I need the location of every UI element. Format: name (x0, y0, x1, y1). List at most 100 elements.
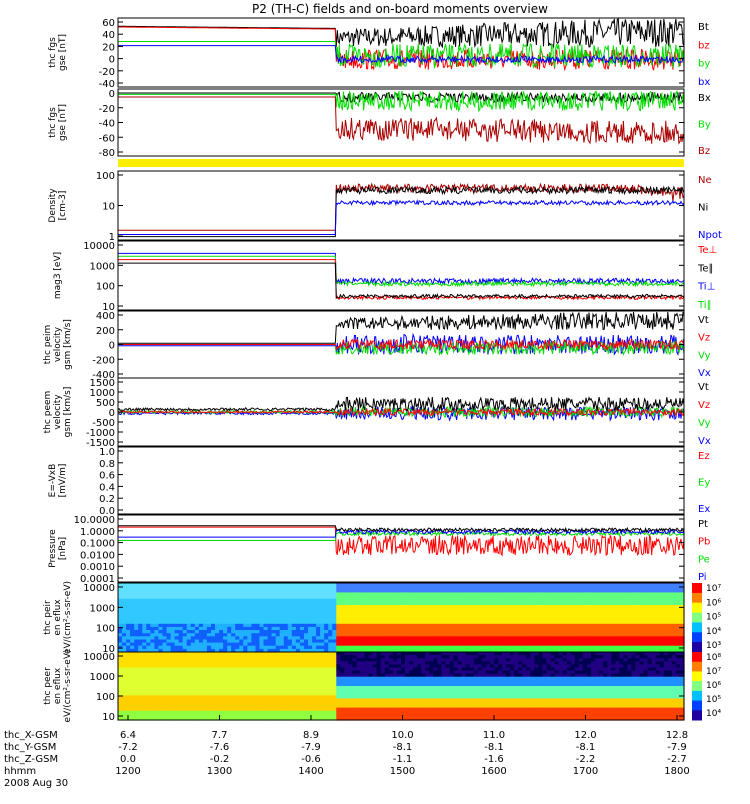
spectrogram-cell (219, 646, 224, 650)
spectrogram-cell (409, 602, 414, 606)
spectrogram-cell (555, 636, 560, 640)
spectrogram-cell (251, 611, 256, 615)
spectrogram-cell (409, 586, 414, 590)
spectrogram-cell (272, 621, 277, 625)
spectrogram-cell (603, 636, 608, 640)
spectrogram-cell (425, 596, 430, 600)
y-tick-label: 1.0 (99, 447, 115, 458)
spectrogram-cell (506, 646, 511, 650)
spectrogram-cell (353, 586, 358, 590)
spectrogram-cell (405, 646, 410, 650)
spectrogram-cell (130, 602, 135, 606)
spectrogram-cell (146, 596, 151, 600)
spectrogram-cell (365, 636, 370, 640)
spectrogram-cell (433, 621, 438, 625)
spectrogram-cell (559, 611, 564, 615)
spectrogram-cell (437, 630, 442, 634)
spectrogram-cell (142, 586, 147, 590)
spectrogram-cell (547, 646, 552, 650)
spectrogram-cell (122, 611, 127, 615)
spectrogram-cell (567, 586, 572, 590)
y-tick-label: 400 (96, 311, 115, 322)
spectrogram-cell (377, 621, 382, 625)
spectrogram-cell (672, 611, 677, 615)
spectrogram-cell (462, 596, 467, 600)
spectrogram-cell (607, 602, 612, 606)
spectrogram-cell (615, 646, 620, 650)
spectrogram-cell (348, 611, 353, 615)
spectrogram-cell (264, 596, 269, 600)
spectrogram-cell (247, 646, 252, 650)
spectrogram-cell (336, 611, 341, 615)
spectrogram-cell (502, 586, 507, 590)
spectrogram-cell (284, 611, 289, 615)
spectrogram-cell (243, 586, 248, 590)
spectrogram-cell (247, 611, 252, 615)
spectrogram-cell (179, 586, 184, 590)
spectrogram-cell (389, 596, 394, 600)
spectrogram-cell (243, 596, 248, 600)
spectrogram-cell (296, 611, 301, 615)
spectrogram-cell (300, 586, 305, 590)
spectrogram-cell (486, 586, 491, 590)
spectrogram-cell (361, 586, 366, 590)
spectrogram-cell (344, 646, 349, 650)
spectrogram-cell (571, 621, 576, 625)
trace-Ni (118, 187, 684, 237)
spectrogram-cell (316, 636, 321, 640)
spectrogram-cell (264, 630, 269, 634)
spectrogram-cell (615, 630, 620, 634)
spectrogram-cell (474, 602, 479, 606)
spectrogram-cell (462, 611, 467, 615)
spectrogram-cell (348, 602, 353, 606)
spectrogram-cell (381, 621, 386, 625)
spectrogram-cell (288, 602, 293, 606)
spectrogram-cell (413, 646, 418, 650)
spectrogram-cell (429, 596, 434, 600)
spectrogram-cell (441, 621, 446, 625)
spectrogram-cell (506, 586, 511, 590)
spectrogram-cell (539, 611, 544, 615)
spectrogram-cell (369, 630, 374, 634)
spectrogram-cell (676, 611, 681, 615)
spectrogram-cell (142, 611, 147, 615)
spectrogram-cell (490, 596, 495, 600)
spectrogram-cell (611, 636, 616, 640)
spectrogram-cell (276, 586, 281, 590)
y-axis-label: E=-VxB (48, 464, 58, 498)
spectrogram-cell (393, 586, 398, 590)
spectrogram-cell (239, 611, 244, 615)
y-tick-label: 10.0000 (74, 515, 115, 526)
y-tick-label: -40 (99, 119, 115, 130)
y-axis-label: Density (48, 188, 58, 223)
spectrogram-cell (243, 621, 248, 625)
spectrogram-cell (591, 621, 596, 625)
spectrogram-cell (215, 646, 220, 650)
spectrogram-cell (138, 586, 143, 590)
spectrogram-cell (296, 621, 301, 625)
spectrogram-cell (247, 630, 252, 634)
spectrogram-cell (158, 596, 163, 600)
colorbar-segment (692, 642, 702, 652)
spectrogram-cell (599, 611, 604, 615)
spectrogram-cell (336, 646, 341, 650)
spectrogram-cell (627, 602, 632, 606)
spectrogram-cell (466, 646, 471, 650)
spectrogram-cell (429, 636, 434, 640)
spectrogram-cell (551, 596, 556, 600)
legend-Ne: Ne (698, 175, 712, 186)
spectrogram-cell (482, 586, 487, 590)
spectrogram-cell (377, 611, 382, 615)
spectrogram-cell (510, 621, 515, 625)
spectrogram-cell (615, 636, 620, 640)
spectrogram-cell (603, 602, 608, 606)
spectrogram-cell (611, 646, 616, 650)
y-tick-label: -80 (99, 148, 115, 159)
spectrogram-cell (223, 586, 228, 590)
spectrogram-cell (377, 596, 382, 600)
spectrogram-cell (207, 630, 212, 634)
spectrogram-cell (183, 621, 188, 625)
spectrogram-cell (664, 611, 669, 615)
spectrogram-cell (231, 611, 236, 615)
